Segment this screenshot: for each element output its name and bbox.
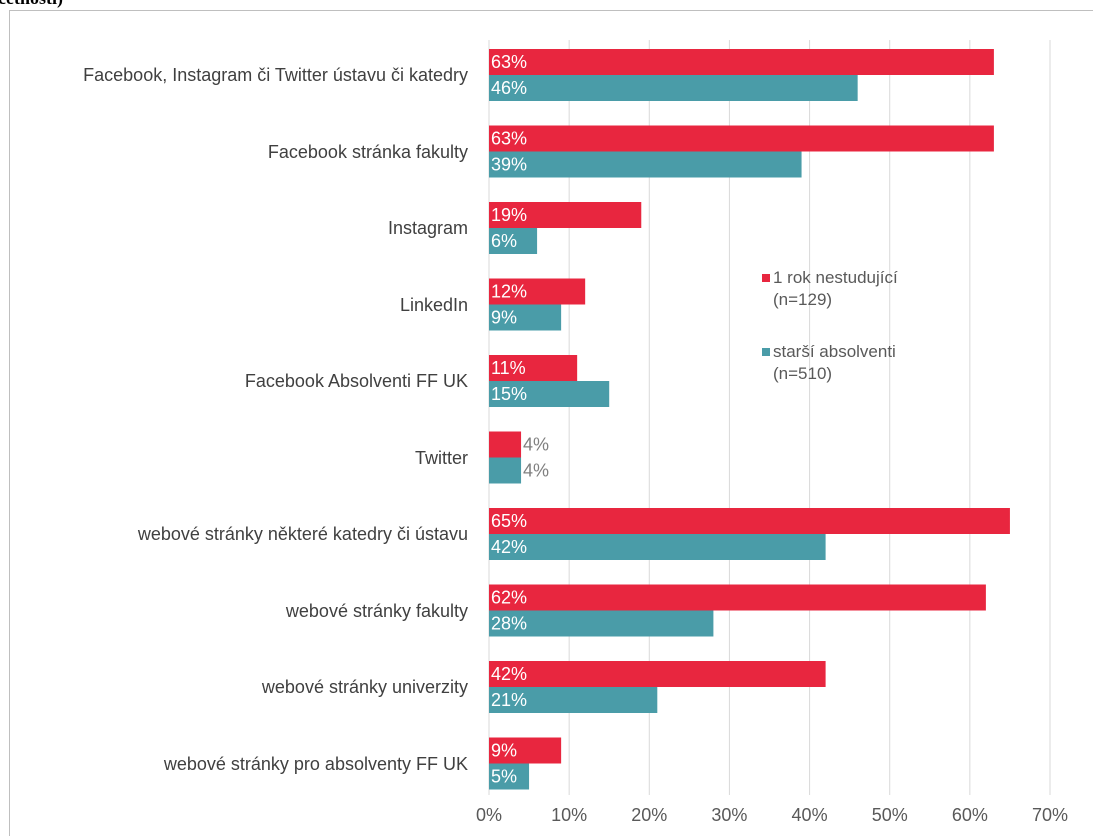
chart-border bbox=[9, 10, 1093, 836]
legend-swatch bbox=[762, 274, 770, 282]
category-label: LinkedIn bbox=[399, 294, 468, 315]
bar bbox=[489, 610, 714, 637]
x-tick-label: 40% bbox=[792, 805, 828, 825]
data-label: 28% bbox=[491, 613, 527, 633]
category-label: webové stránky univerzity bbox=[261, 677, 468, 697]
data-label: 42% bbox=[491, 664, 527, 684]
legend-swatch bbox=[762, 348, 770, 356]
legend-label: 1 rok nestudující (n=129) bbox=[773, 268, 898, 309]
bar bbox=[489, 457, 522, 484]
bar bbox=[489, 202, 642, 228]
bar bbox=[489, 75, 858, 101]
category-label: Facebook, Instagram či Twitter ústavu či… bbox=[83, 65, 468, 85]
bar bbox=[489, 125, 994, 152]
data-label: 63% bbox=[491, 128, 527, 148]
category-label: Facebook Absolventi FF UK bbox=[244, 371, 468, 391]
data-label: 4% bbox=[523, 434, 549, 454]
category-label: webové stránky pro absolventy FF UK bbox=[163, 753, 468, 774]
bar bbox=[489, 534, 826, 560]
data-label: 6% bbox=[491, 231, 517, 251]
bar bbox=[489, 49, 994, 75]
data-label: 65% bbox=[491, 511, 527, 531]
x-tick-label: 10% bbox=[551, 805, 587, 825]
legend-label: starší absolventi (n=510) bbox=[773, 342, 896, 383]
bar bbox=[489, 228, 538, 254]
data-label: 9% bbox=[491, 307, 517, 327]
data-label: 39% bbox=[491, 154, 527, 174]
category-label: Instagram bbox=[387, 218, 468, 238]
bar bbox=[489, 355, 578, 381]
chart-title: četnosti) bbox=[0, 0, 63, 9]
data-label: 19% bbox=[491, 205, 527, 225]
bar bbox=[489, 737, 562, 764]
x-tick-label: 30% bbox=[711, 805, 747, 825]
bar bbox=[489, 584, 986, 611]
x-tick-label: 20% bbox=[631, 805, 667, 825]
x-tick-label: 60% bbox=[952, 805, 988, 825]
data-label: 15% bbox=[491, 384, 527, 404]
data-label: 12% bbox=[491, 281, 527, 301]
bar bbox=[489, 278, 586, 305]
category-label: webové stránky některé katedry či ústavu bbox=[137, 524, 468, 544]
data-label: 11% bbox=[491, 358, 526, 378]
category-label: Twitter bbox=[414, 447, 468, 468]
data-label: 62% bbox=[491, 587, 527, 607]
bar bbox=[489, 763, 530, 790]
x-tick-label: 50% bbox=[872, 805, 908, 825]
bar bbox=[489, 661, 826, 687]
x-tick-label: 0% bbox=[476, 805, 502, 825]
x-tick-label: 70% bbox=[1032, 805, 1068, 825]
bar bbox=[489, 508, 1010, 534]
data-label: 46% bbox=[491, 78, 527, 98]
bar bbox=[489, 381, 610, 407]
bar bbox=[489, 687, 658, 713]
data-label: 5% bbox=[491, 766, 517, 786]
data-label: 63% bbox=[491, 52, 527, 72]
data-label: 9% bbox=[491, 740, 517, 760]
data-label: 4% bbox=[523, 460, 549, 480]
data-label: 21% bbox=[491, 690, 527, 710]
category-label: Facebook stránka fakulty bbox=[267, 141, 468, 162]
bar bbox=[489, 431, 522, 458]
category-label: webové stránky fakulty bbox=[285, 600, 468, 621]
data-label: 42% bbox=[491, 537, 527, 557]
bar bbox=[489, 151, 802, 178]
bar bbox=[489, 304, 562, 331]
